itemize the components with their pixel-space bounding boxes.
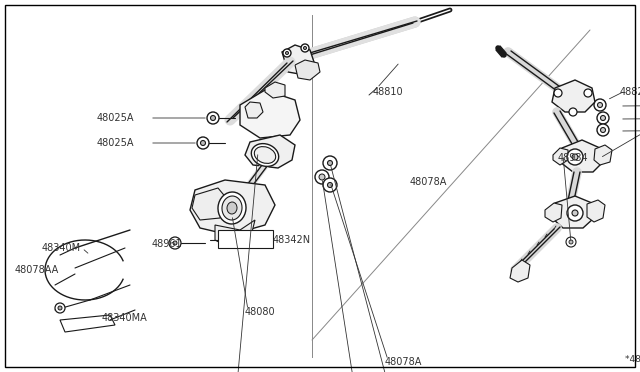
Ellipse shape xyxy=(254,147,276,163)
Circle shape xyxy=(323,156,337,170)
Text: 48025A: 48025A xyxy=(97,138,134,148)
Circle shape xyxy=(584,89,592,97)
Circle shape xyxy=(600,128,605,132)
Ellipse shape xyxy=(252,144,278,166)
Polygon shape xyxy=(240,90,300,138)
Text: 48934: 48934 xyxy=(558,153,589,163)
Text: 48810: 48810 xyxy=(373,87,404,97)
Circle shape xyxy=(567,149,583,165)
Polygon shape xyxy=(552,196,594,228)
Circle shape xyxy=(55,303,65,313)
Polygon shape xyxy=(265,82,285,98)
Circle shape xyxy=(572,154,578,160)
Circle shape xyxy=(303,46,307,49)
Polygon shape xyxy=(560,140,603,172)
Circle shape xyxy=(594,99,606,111)
FancyBboxPatch shape xyxy=(218,230,273,248)
Ellipse shape xyxy=(227,202,237,214)
Circle shape xyxy=(597,124,609,136)
Circle shape xyxy=(283,49,291,57)
Polygon shape xyxy=(60,315,115,332)
Circle shape xyxy=(211,115,216,121)
Text: 48078A: 48078A xyxy=(385,357,422,367)
Circle shape xyxy=(169,237,181,249)
Polygon shape xyxy=(594,145,612,165)
Circle shape xyxy=(569,108,577,116)
Circle shape xyxy=(566,237,576,247)
Circle shape xyxy=(554,89,562,97)
Text: *488A 0268: *488A 0268 xyxy=(625,356,640,365)
Polygon shape xyxy=(245,102,263,118)
Circle shape xyxy=(567,205,583,221)
Text: 48340MA: 48340MA xyxy=(102,313,148,323)
Ellipse shape xyxy=(218,192,246,224)
Circle shape xyxy=(600,115,605,121)
Circle shape xyxy=(597,112,609,124)
Circle shape xyxy=(328,183,333,187)
Polygon shape xyxy=(190,180,275,235)
Polygon shape xyxy=(245,135,295,168)
Circle shape xyxy=(319,174,325,180)
Text: 48078A: 48078A xyxy=(410,177,447,187)
Circle shape xyxy=(569,240,573,244)
Polygon shape xyxy=(282,45,315,75)
Polygon shape xyxy=(587,200,605,222)
Circle shape xyxy=(315,170,329,184)
Circle shape xyxy=(207,112,219,124)
Circle shape xyxy=(323,178,337,192)
Text: 48342N: 48342N xyxy=(273,235,311,245)
Circle shape xyxy=(598,103,602,108)
Polygon shape xyxy=(192,188,228,220)
Polygon shape xyxy=(545,203,562,222)
Polygon shape xyxy=(215,220,255,248)
Text: 48961: 48961 xyxy=(152,239,182,249)
Text: 48025A: 48025A xyxy=(97,113,134,123)
Circle shape xyxy=(200,141,205,145)
Polygon shape xyxy=(553,148,568,165)
Text: 48078AA: 48078AA xyxy=(15,265,60,275)
Circle shape xyxy=(285,51,289,55)
Circle shape xyxy=(173,241,177,245)
Polygon shape xyxy=(510,260,530,282)
Circle shape xyxy=(328,160,333,166)
Polygon shape xyxy=(295,60,320,80)
Circle shape xyxy=(301,44,309,52)
Circle shape xyxy=(197,137,209,149)
Circle shape xyxy=(58,306,62,310)
Polygon shape xyxy=(552,80,595,112)
Text: 48820: 48820 xyxy=(620,87,640,97)
Text: 48080: 48080 xyxy=(245,307,276,317)
Text: 48340M: 48340M xyxy=(42,243,81,253)
Circle shape xyxy=(572,210,578,216)
Ellipse shape xyxy=(222,196,242,220)
